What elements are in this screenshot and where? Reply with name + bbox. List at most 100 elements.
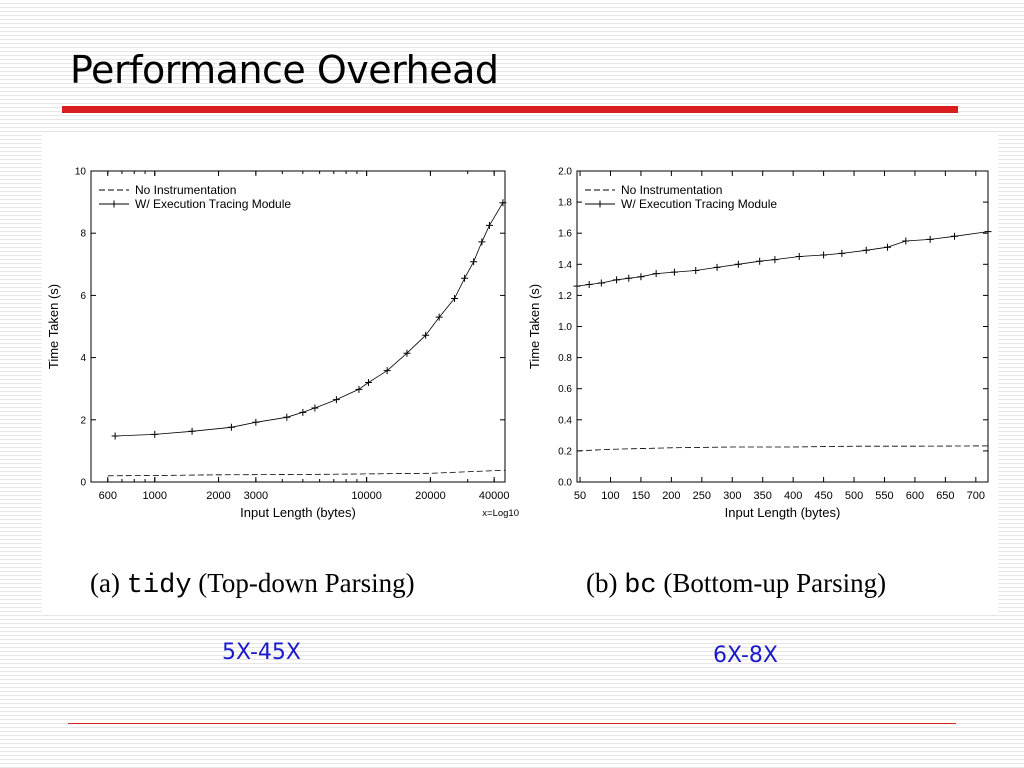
data-point <box>435 313 443 321</box>
x-tick-label: 3000 <box>244 490 268 502</box>
caption-tidy-suffix: (Top-down Parsing) <box>191 568 415 598</box>
data-point <box>597 279 605 287</box>
x-tick-label: 650 <box>936 490 954 502</box>
x-tick-label: 100 <box>601 490 619 502</box>
data-point <box>470 258 478 266</box>
chart-bc: 0.0 0.2 0.4 0.6 0.8 1.0 1.2 1.4 1.6 1.8 2.0 50 100 15… <box>527 167 992 520</box>
series-line-no-instrumentation <box>576 445 989 452</box>
series-line-no-instrumentation <box>107 469 506 477</box>
caption-bc-prefix: (b) <box>586 568 625 598</box>
data-point <box>692 267 700 275</box>
data-point <box>984 228 992 236</box>
x-tick-label: 20000 <box>415 490 446 502</box>
y-tick-label: 1.2 <box>558 291 572 302</box>
x-axis-label: Input Length (bytes) <box>240 505 356 520</box>
caption-tidy-code: tidy <box>126 571 192 601</box>
title-underline <box>62 106 958 113</box>
y-tick-label: 1.4 <box>558 260 572 271</box>
y-tick-label: 1.6 <box>558 229 572 240</box>
y-tick-label: 1.8 <box>558 198 572 209</box>
data-point <box>585 281 593 289</box>
caption-bc: (b) bc (Bottom-up Parsing) <box>586 568 886 601</box>
data-point <box>795 253 803 261</box>
x-tick-label: 40000 <box>479 490 510 502</box>
data-point <box>652 270 660 278</box>
data-point <box>734 260 742 268</box>
x-tick-label: 2000 <box>206 490 230 502</box>
data-point <box>422 331 430 339</box>
x-tick-label: 250 <box>693 490 711 502</box>
data-point <box>838 249 846 257</box>
y-tick-label: 0.0 <box>558 478 572 489</box>
y-tick-label: 2 <box>80 415 86 426</box>
data-point <box>188 427 196 435</box>
x-tick-label: 450 <box>814 490 832 502</box>
x-tick-label: 500 <box>845 490 863 502</box>
data-point <box>355 385 363 393</box>
data-point <box>670 268 678 276</box>
caption-bc-code: bc <box>624 571 657 601</box>
caption-tidy: (a) tidy (Top-down Parsing) <box>90 568 415 601</box>
data-point <box>227 423 235 431</box>
series-line-w-execution-tracing-module <box>115 202 504 437</box>
y-tick-label: 10 <box>75 167 87 178</box>
legend-label-no-instrumentation: No Instrumentation <box>621 183 722 197</box>
data-point <box>902 237 910 245</box>
data-point <box>820 251 828 259</box>
footer-rule <box>68 723 956 724</box>
data-point <box>332 396 340 404</box>
x-scale-note: x=Log10 <box>482 508 519 519</box>
data-point <box>884 243 892 251</box>
y-tick-label: 1.0 <box>558 322 572 333</box>
data-point <box>403 349 411 357</box>
x-tick-label: 150 <box>632 490 650 502</box>
series-line-w-execution-tracing-module <box>576 231 989 287</box>
data-point <box>613 276 621 284</box>
x-tick-label: 10000 <box>351 490 382 502</box>
data-point <box>364 378 372 386</box>
data-point <box>299 408 307 416</box>
data-point <box>573 282 581 290</box>
data-point <box>283 413 291 421</box>
data-point <box>756 257 764 265</box>
x-tick-label: 200 <box>662 490 680 502</box>
y-axis-label: Time Taken (s) <box>46 284 61 369</box>
y-tick-label: 0.8 <box>558 353 572 364</box>
data-point <box>951 232 959 240</box>
legend-label-no-instrumentation: No Instrumentation <box>135 183 236 197</box>
x-axis-label: Input Length (bytes) <box>725 505 841 520</box>
y-tick-label: 0.4 <box>558 415 572 426</box>
x-tick-label: 700 <box>967 490 985 502</box>
overhead-bc: 6X-8X <box>713 643 778 668</box>
slide-title: Performance Overhead <box>70 48 499 92</box>
caption-tidy-prefix: (a) <box>90 568 127 598</box>
x-tick-label: 600 <box>99 490 117 502</box>
data-point <box>383 367 391 375</box>
data-point <box>625 274 633 282</box>
legend-marker-w-execution-tracing-module <box>110 200 118 208</box>
y-tick-label: 0 <box>80 478 86 489</box>
caption-bc-suffix: (Bottom-up Parsing) <box>656 568 887 598</box>
data-point <box>451 295 459 303</box>
data-point <box>926 235 934 243</box>
plot-frame <box>90 170 506 483</box>
chart-tidy: 0 2 4 6 8 10 600 1000 2000 3000 10000 20000 40000 Inp… <box>46 167 519 521</box>
data-point <box>252 418 260 426</box>
x-tick-label: 550 <box>875 490 893 502</box>
plot-frame <box>576 170 989 483</box>
x-tick-label: 1000 <box>143 490 167 502</box>
x-tick-label: 400 <box>784 490 802 502</box>
x-tick-label: 350 <box>754 490 772 502</box>
figure-panel: 0 2 4 6 8 10 600 1000 2000 3000 10000 20000 40000 Inp… <box>42 134 998 612</box>
y-tick-label: 0.2 <box>558 446 572 457</box>
data-point <box>637 273 645 281</box>
x-tick-label: 600 <box>906 490 924 502</box>
data-point <box>499 199 507 207</box>
data-point <box>151 430 159 438</box>
data-point <box>311 404 319 412</box>
y-tick-label: 0.6 <box>558 384 572 395</box>
legend-label-w-execution-tracing-module: W/ Execution Tracing Module <box>621 197 777 211</box>
data-point <box>111 432 119 440</box>
y-axis-label: Time Taken (s) <box>527 284 542 369</box>
legend-marker-w-execution-tracing-module <box>596 200 604 208</box>
